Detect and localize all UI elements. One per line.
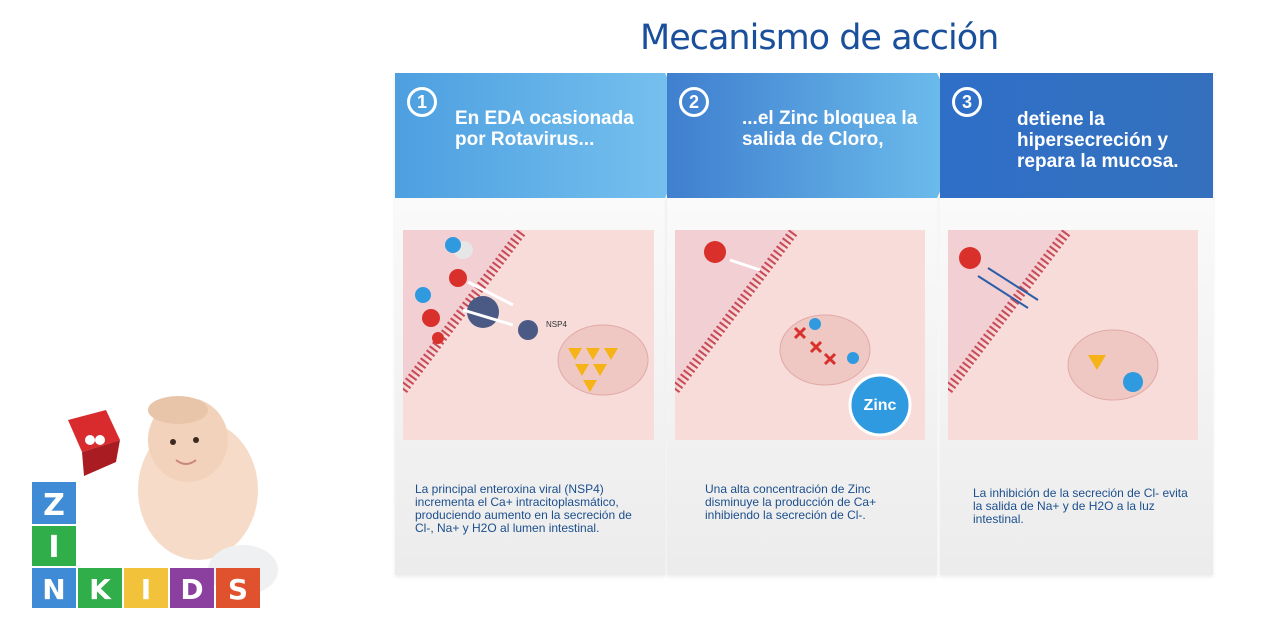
step-banner-1: 1 En EDA ocasionada por Rotavirus...: [395, 73, 695, 198]
step-banner-text: ...el Zinc bloquea la salida de Cloro,: [742, 108, 918, 150]
logo-letter: S: [228, 573, 248, 606]
step-number-badge: 1: [407, 87, 437, 117]
step-number-badge: 2: [679, 87, 709, 117]
repair-illustration: [948, 230, 1198, 440]
page-title: Mecanismo de acción: [640, 18, 999, 58]
step-number-badge: 3: [952, 87, 982, 117]
zinkids-logo: Z I N K I D S: [32, 396, 278, 608]
rotavirus-illustration: NSP4: [403, 230, 654, 440]
step-caption: Una alta concentración de Zinc disminuye…: [705, 482, 877, 522]
letter-cube-n: N: [32, 568, 76, 608]
baby-illustration: [138, 396, 278, 595]
step-banner-text: detiene la hipersecreción y repara la mu…: [1017, 109, 1179, 172]
zinc-illustration: Zinc: [675, 230, 925, 440]
mechanism-panels: 1 En EDA ocasionada por Rotavirus... NSP…: [395, 73, 1213, 575]
logo-letter: K: [89, 573, 112, 606]
letter-cube-k: K: [78, 568, 122, 608]
step-banner-2: 2 ...el Zinc bloquea la salida de Cloro,: [667, 73, 967, 198]
logo-letter: D: [180, 573, 203, 606]
logo-letter: I: [48, 530, 59, 565]
step-banner-3: 3 detiene la hipersecreción y repara la …: [940, 73, 1213, 198]
letter-cube-d: D: [170, 568, 214, 608]
cherry-cube: [68, 410, 120, 476]
logo-letter: I: [141, 573, 151, 606]
letter-cube-z: Z: [32, 482, 76, 524]
zinc-label: Zinc: [864, 397, 897, 414]
letter-cube-i2: I: [124, 568, 168, 608]
step-panel-1: 1 En EDA ocasionada por Rotavirus... NSP…: [395, 73, 695, 575]
logo-letter: N: [42, 573, 65, 606]
nsp4-label: NSP4: [546, 320, 567, 329]
step-banner-text: En EDA ocasionada por Rotavirus...: [455, 108, 634, 150]
step-panel-2: 2 ...el Zinc bloquea la salida de Cloro,: [667, 73, 967, 575]
step-caption: La inhibición de la secreción de Cl- evi…: [973, 486, 1188, 526]
letter-cube-s: S: [216, 568, 260, 608]
logo-letter: Z: [43, 488, 65, 523]
step-caption: La principal enteroxina viral (NSP4) inc…: [415, 482, 632, 535]
letter-cube-i: I: [32, 526, 76, 566]
step-panel-3: 3 detiene la hipersecreción y repara la …: [940, 73, 1213, 575]
